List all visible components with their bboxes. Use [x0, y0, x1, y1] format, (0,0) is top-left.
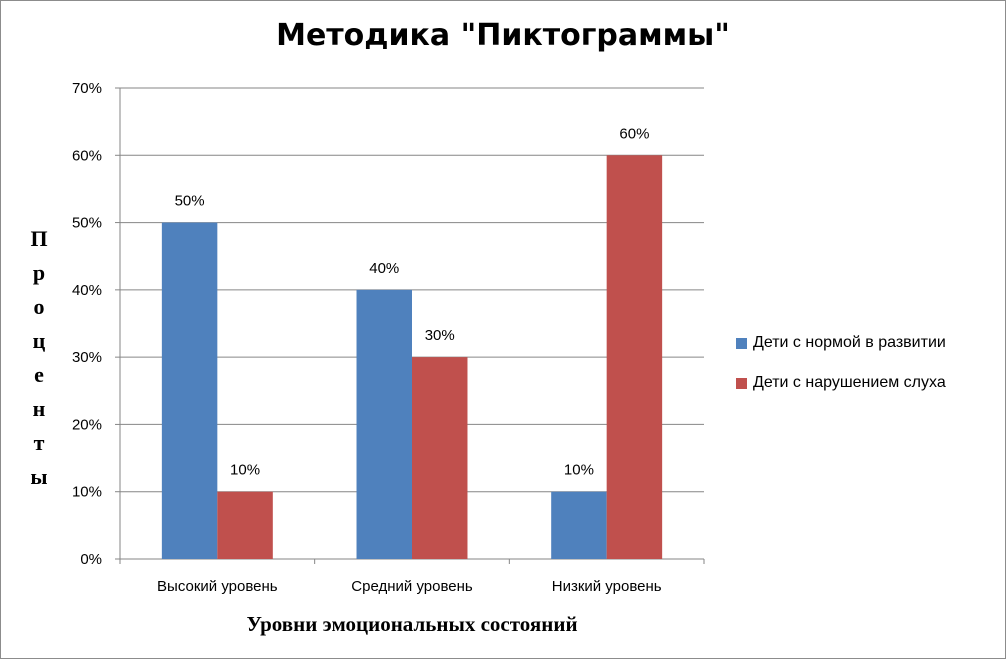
y-axis-label-letter: ы — [30, 464, 48, 489]
y-axis-label-letter: т — [33, 430, 45, 455]
data-label: 60% — [619, 125, 649, 142]
data-label: 50% — [175, 193, 205, 210]
y-tick-label: 40% — [72, 282, 102, 299]
y-tick-label: 60% — [72, 147, 102, 164]
bar — [356, 289, 412, 559]
y-axis-label-letter: р — [32, 260, 46, 285]
legend-item: Дети с нормой в развитии — [736, 332, 946, 354]
data-label: 30% — [425, 327, 455, 344]
y-tick-label: 70% — [72, 80, 102, 97]
bar — [161, 222, 218, 560]
y-axis-label-letter: н — [32, 396, 46, 421]
x-tick-label: Средний уровень — [351, 578, 473, 595]
y-tick-label: 10% — [72, 484, 102, 501]
bar — [217, 491, 273, 559]
legend-label: Дети с нарушением слуха — [753, 374, 946, 391]
x-tick-label: Низкий уровень — [552, 578, 662, 595]
legend-swatch — [736, 337, 747, 349]
chart-title: Методика "Пиктограммы" — [276, 18, 730, 53]
data-label: 40% — [369, 260, 399, 277]
data-label: 10% — [564, 462, 594, 479]
y-tick-label: 50% — [72, 215, 102, 232]
bar — [412, 357, 468, 559]
legend-swatch — [736, 377, 747, 389]
bar — [551, 491, 607, 559]
x-axis-label: Уровни эмоциональных состояний — [246, 612, 578, 636]
y-axis-label-letter: П — [30, 226, 48, 251]
data-label: 10% — [230, 462, 260, 479]
y-tick-label: 20% — [72, 416, 102, 433]
x-tick-label: Высокий уровень — [157, 578, 278, 595]
legend-label: Дети с нормой в развитии — [753, 334, 946, 351]
y-axis-label-letter: е — [34, 362, 44, 387]
legend-item: Дети с нарушением слуха — [736, 372, 946, 394]
y-axis-label-letter: ц — [32, 328, 46, 353]
y-tick-label: 30% — [72, 349, 102, 366]
y-axis-label-letter: о — [33, 294, 45, 319]
chart-legend: Дети с нормой в развитии Дети с нарушение… — [736, 332, 946, 412]
bar — [606, 155, 663, 560]
y-tick-label: 0% — [80, 551, 102, 568]
